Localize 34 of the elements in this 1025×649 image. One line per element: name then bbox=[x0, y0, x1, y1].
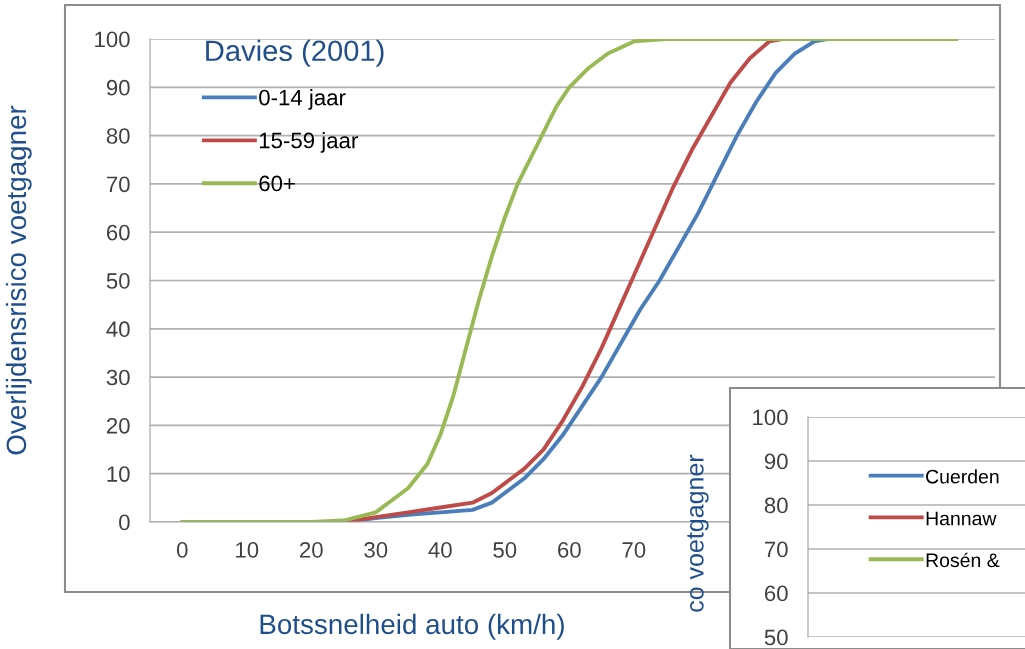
legend-label: 15-59 jaar bbox=[259, 132, 358, 153]
x-tick-label: 30 bbox=[364, 542, 388, 558]
x-tick-label: 20 bbox=[300, 542, 323, 558]
legend-label: Rosén & bbox=[926, 552, 1000, 568]
y-tick-label: 70 bbox=[106, 176, 130, 193]
y-tick-label: 20 bbox=[106, 417, 130, 434]
legend-title: Davies (2001) bbox=[206, 39, 384, 67]
y-tick-label: 10 bbox=[107, 466, 130, 482]
y-tick-label: 50 bbox=[764, 629, 788, 646]
legend-label: 0-14 jaar bbox=[259, 89, 346, 110]
x-tick-label: 50 bbox=[493, 542, 517, 558]
y-tick-label: 90 bbox=[106, 79, 130, 96]
y-tick-label: 100 bbox=[95, 31, 130, 48]
y-tick-label: 50 bbox=[106, 273, 130, 289]
y-tick-label: 80 bbox=[764, 497, 788, 514]
x-axis-title: Botssnelheid auto (km/h) bbox=[260, 613, 564, 640]
legend-label: Hannaw bbox=[926, 511, 997, 526]
x-tick-label: 10 bbox=[236, 542, 259, 558]
legend-label: Cuerden bbox=[926, 469, 999, 484]
y-tick-label: 30 bbox=[106, 369, 130, 386]
y-tick-label: 80 bbox=[106, 128, 130, 144]
y-tick-label: 0 bbox=[119, 514, 130, 531]
x-tick-label: 60 bbox=[558, 542, 581, 558]
y-axis-title: Overlijdensrisico voetgagner bbox=[5, 105, 32, 455]
y-tick-label: 90 bbox=[764, 453, 788, 470]
x-tick-label: 40 bbox=[428, 542, 452, 558]
y-tick-label: 100 bbox=[753, 409, 788, 426]
y-tick-label: 60 bbox=[764, 585, 788, 602]
x-tick-label: 0 bbox=[176, 542, 188, 558]
x-tick-label: 70 bbox=[622, 542, 646, 558]
y-tick-label: 40 bbox=[106, 321, 130, 338]
y-axis-title: co voetgagner bbox=[687, 454, 709, 612]
legend-label: 60+ bbox=[259, 175, 295, 192]
y-tick-label: 60 bbox=[106, 224, 130, 241]
